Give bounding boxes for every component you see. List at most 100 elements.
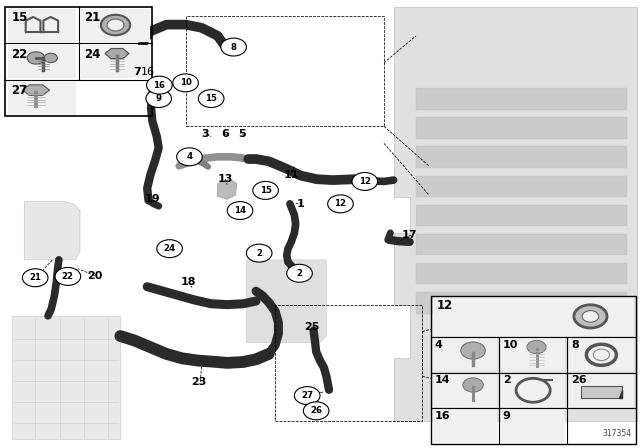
- Text: 20: 20: [87, 271, 102, 281]
- Circle shape: [107, 19, 124, 31]
- Bar: [433, 338, 497, 371]
- Text: 11: 11: [284, 170, 299, 180]
- Bar: [416, 117, 627, 139]
- Text: 3: 3: [202, 129, 209, 139]
- Text: 27: 27: [12, 84, 28, 97]
- Bar: [431, 296, 636, 444]
- Bar: [5, 7, 152, 116]
- Circle shape: [582, 310, 599, 322]
- Polygon shape: [246, 260, 326, 343]
- Text: 6: 6: [221, 129, 229, 139]
- Bar: [501, 409, 565, 442]
- Circle shape: [303, 402, 329, 420]
- Text: 4: 4: [186, 152, 193, 161]
- Bar: [501, 374, 565, 407]
- Text: 18: 18: [180, 277, 196, 287]
- Circle shape: [352, 172, 378, 190]
- Circle shape: [246, 244, 272, 262]
- Text: 10: 10: [503, 340, 518, 350]
- Circle shape: [198, 90, 224, 108]
- Circle shape: [146, 90, 172, 108]
- Bar: [8, 82, 76, 115]
- Text: 12: 12: [359, 177, 371, 186]
- Text: 22: 22: [12, 48, 28, 61]
- Circle shape: [461, 342, 485, 359]
- Text: 13: 13: [218, 174, 233, 184]
- Circle shape: [22, 269, 48, 287]
- Text: 16: 16: [154, 81, 165, 90]
- Text: 17: 17: [402, 230, 417, 240]
- Bar: [569, 374, 634, 407]
- Circle shape: [227, 202, 253, 220]
- Text: 14: 14: [234, 206, 246, 215]
- Text: 23: 23: [191, 377, 207, 387]
- Bar: [416, 234, 627, 255]
- Text: 19: 19: [145, 194, 160, 204]
- Bar: [433, 374, 497, 407]
- Bar: [416, 263, 627, 284]
- Bar: [81, 9, 150, 42]
- Text: 8: 8: [571, 340, 579, 350]
- Text: 24: 24: [164, 244, 175, 253]
- Text: 12: 12: [335, 199, 346, 208]
- Text: 27: 27: [301, 391, 313, 400]
- Text: 4: 4: [435, 340, 442, 350]
- Bar: [416, 176, 627, 197]
- Text: 8: 8: [230, 43, 237, 52]
- Circle shape: [463, 378, 483, 392]
- Polygon shape: [23, 85, 49, 95]
- Text: 16: 16: [435, 411, 450, 421]
- Circle shape: [287, 264, 312, 282]
- Text: 5: 5: [238, 129, 246, 139]
- Text: 15: 15: [12, 11, 28, 24]
- Circle shape: [55, 267, 81, 285]
- Text: 2: 2: [503, 375, 511, 385]
- Polygon shape: [12, 316, 120, 439]
- Text: 21: 21: [29, 273, 41, 282]
- Bar: [81, 45, 150, 78]
- Polygon shape: [24, 202, 80, 260]
- Bar: [501, 338, 565, 371]
- Text: 24: 24: [84, 48, 100, 61]
- Text: 12: 12: [437, 299, 453, 312]
- Circle shape: [101, 15, 130, 35]
- Text: 2: 2: [296, 269, 303, 278]
- Bar: [8, 9, 76, 42]
- Text: 9: 9: [156, 94, 162, 103]
- Polygon shape: [394, 7, 637, 421]
- Text: 15: 15: [260, 186, 271, 195]
- Text: 15: 15: [205, 94, 217, 103]
- Circle shape: [157, 240, 182, 258]
- Text: 14: 14: [435, 375, 450, 385]
- Bar: [416, 205, 627, 226]
- Text: 26: 26: [310, 406, 322, 415]
- Polygon shape: [581, 386, 622, 398]
- Circle shape: [527, 340, 546, 354]
- Polygon shape: [105, 48, 129, 59]
- Text: 10: 10: [180, 78, 191, 87]
- Text: 1: 1: [297, 199, 305, 209]
- Circle shape: [328, 195, 353, 213]
- Text: 22: 22: [62, 272, 74, 281]
- Circle shape: [177, 148, 202, 166]
- Circle shape: [294, 387, 320, 405]
- Text: 317354: 317354: [602, 429, 632, 438]
- Bar: [433, 409, 497, 442]
- Polygon shape: [218, 179, 237, 199]
- Text: 26: 26: [571, 375, 587, 385]
- Text: 2: 2: [256, 249, 262, 258]
- Bar: [416, 146, 627, 168]
- Bar: [416, 292, 627, 314]
- Circle shape: [574, 305, 607, 328]
- Bar: [569, 338, 634, 371]
- Bar: [433, 297, 634, 336]
- Polygon shape: [619, 390, 622, 398]
- Circle shape: [173, 74, 198, 92]
- Text: 21: 21: [84, 11, 100, 24]
- Text: 9: 9: [503, 411, 511, 421]
- Circle shape: [221, 38, 246, 56]
- Text: 7: 7: [133, 67, 141, 77]
- Bar: [416, 88, 627, 110]
- Bar: [8, 45, 76, 78]
- Circle shape: [253, 181, 278, 199]
